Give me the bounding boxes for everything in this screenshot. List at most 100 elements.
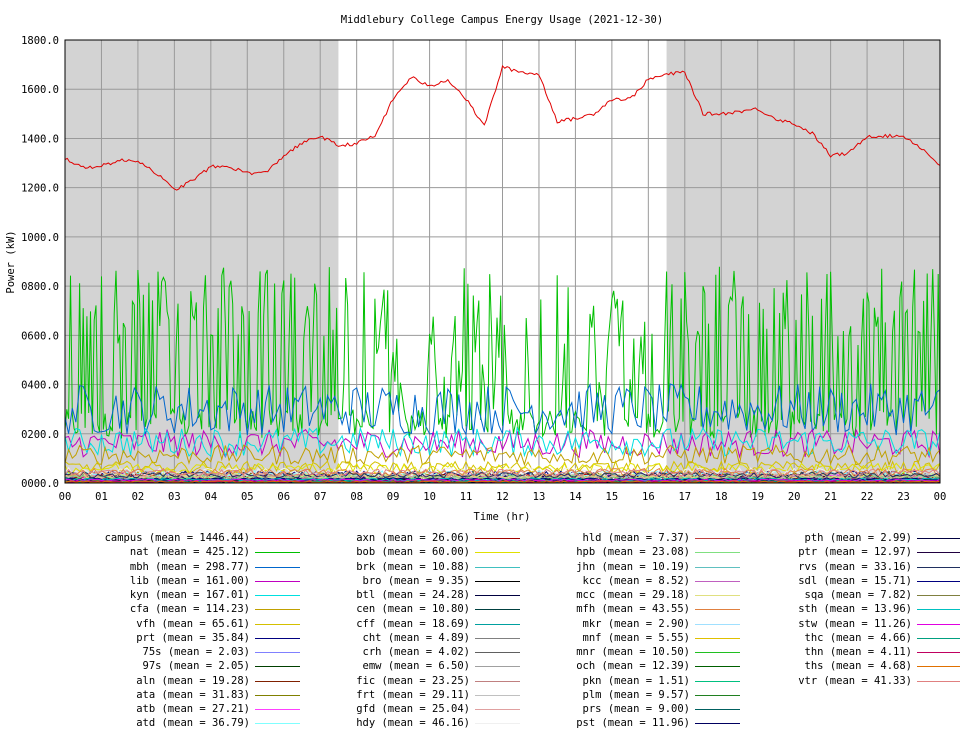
x-tick-label: 06: [277, 491, 290, 503]
legend-item-och: och (mean = 12.39): [500, 659, 740, 673]
y-tick-label: 0000.0: [21, 478, 59, 490]
legend-label: lib (mean = 161.00): [129, 574, 250, 587]
x-tick-label: 02: [132, 491, 145, 503]
legend-item-kyn: kyn (mean = 167.01): [60, 588, 300, 602]
legend-item-97s: 97s (mean = 2.05): [60, 659, 300, 673]
x-tick-label: 20: [788, 491, 801, 503]
legend-item-pth: pth (mean = 2.99): [722, 531, 960, 545]
legend-label: ata (mean = 31.83): [136, 688, 250, 701]
legend-swatch: [475, 580, 520, 582]
legend-swatch: [255, 666, 300, 668]
y-tick-label: 1000.0: [21, 232, 59, 244]
legend-item-bob: bob (mean = 60.00): [280, 545, 520, 559]
series-line-vtr: [64, 468, 941, 478]
legend-label: vfh (mean = 65.61): [136, 617, 250, 630]
legend-label: rvs (mean = 33.16): [798, 560, 912, 573]
x-tick-label: 00: [59, 491, 72, 503]
legend-swatch: [695, 709, 740, 710]
x-tick-label: 09: [387, 491, 400, 503]
legend-item-stw: stw (mean = 11.26): [722, 617, 960, 631]
legend-item-mkr: mkr (mean = 2.90): [500, 617, 740, 631]
legend-item-kcc: kcc (mean = 8.52): [500, 574, 740, 588]
legend-item-pst: pst (mean = 11.96): [500, 716, 740, 730]
legend-swatch: [695, 538, 740, 539]
legend-label: stw (mean = 11.26): [798, 617, 912, 630]
legend-swatch: [917, 652, 960, 653]
y-axis-label: Power (kW): [5, 230, 17, 293]
legend-label: frt (mean = 29.11): [356, 688, 470, 701]
legend-item-brk: brk (mean = 10.88): [280, 560, 520, 574]
series-line-ths: [64, 480, 941, 484]
x-axis-label: Time (hr): [474, 511, 531, 523]
legend-swatch: [917, 580, 960, 582]
legend-item-plm: plm (mean = 9.57): [500, 688, 740, 702]
legend-label: brk (mean = 10.88): [356, 560, 470, 573]
legend-item-hld: hld (mean = 7.37): [500, 531, 740, 545]
legend-swatch: [255, 694, 300, 696]
legend-swatch: [255, 652, 300, 653]
y-tick-label: 0800.0: [21, 281, 59, 293]
legend-label: nat (mean = 425.12): [129, 546, 250, 559]
legend-item-nat: nat (mean = 425.12): [60, 545, 300, 559]
plot-frame: [64, 39, 941, 484]
x-tick-label: 03: [168, 491, 181, 503]
legend-label: fic (mean = 23.25): [356, 674, 470, 687]
y-tick-label: 1600.0: [21, 84, 59, 96]
legend-label: hld (mean = 7.37): [582, 532, 690, 544]
legend-swatch: [475, 595, 520, 596]
x-tick-label: 11: [460, 491, 473, 503]
legend-item-jhn: jhn (mean = 10.19): [500, 560, 740, 574]
legend-item-cen: cen (mean = 10.80): [280, 602, 520, 616]
legend-swatch: [475, 609, 520, 611]
legend-label: atd (mean = 36.79): [136, 717, 250, 730]
y-tick-label: 0600.0: [21, 330, 59, 342]
legend-item-atb: atb (mean = 27.21): [60, 702, 300, 716]
legend-swatch: [695, 723, 740, 725]
legend-label: sqa (mean = 7.82): [804, 589, 912, 601]
y-tick-label: 1800.0: [21, 35, 59, 47]
legend-item-ths: ths (mean = 4.68): [722, 659, 960, 673]
legend-item-ata: ata (mean = 31.83): [60, 688, 300, 702]
legend-swatch: [917, 538, 960, 539]
legend-label: prs (mean = 9.00): [582, 703, 690, 715]
legend-swatch: [255, 637, 300, 639]
legend-swatch: [695, 694, 740, 696]
legend-label: prt (mean = 35.84): [136, 631, 250, 644]
x-tick-label: 04: [205, 491, 218, 503]
legend-swatch: [475, 666, 520, 668]
legend-label: pth (mean = 2.99): [804, 532, 912, 544]
x-tick-label: 13: [533, 491, 546, 503]
legend-label: ths (mean = 4.68): [804, 660, 912, 673]
legend-item-vfh: vfh (mean = 65.61): [60, 617, 300, 631]
chart-title: Middlebury College Campus Energy Usage (…: [341, 14, 663, 26]
legend-item-sqa: sqa (mean = 7.82): [722, 588, 960, 602]
legend-label: thc (mean = 4.66): [804, 631, 912, 644]
legend-label: mkr (mean = 2.90): [582, 617, 690, 630]
legend-item-vtr: vtr (mean = 41.33): [722, 674, 960, 688]
legend-swatch: [917, 552, 960, 554]
x-tick-label: 05: [241, 491, 254, 503]
legend-swatch: [255, 552, 300, 554]
legend-item-fic: fic (mean = 23.25): [280, 674, 520, 688]
y-tick-label: 1400.0: [21, 133, 59, 145]
axis-ticks: 00 01 02 03 04 05 06 07 08 09 10 11 12 13 14 15 16 17 18 19…: [21, 35, 946, 503]
legend-swatch: [695, 652, 740, 653]
legend-label: jhn (mean = 10.19): [576, 560, 690, 573]
legend-label: kyn (mean = 167.01): [129, 589, 250, 601]
y-tick-label: 1200.0: [21, 183, 59, 195]
legend-label: mcc (mean = 29.18): [576, 589, 690, 601]
legend-item-thn: thn (mean = 4.11): [722, 645, 960, 659]
legend-swatch: [255, 595, 300, 596]
legend-label: ptr (mean = 12.97): [798, 546, 912, 559]
legend-item-cff: cff (mean = 18.69): [280, 617, 520, 631]
legend-label: aln (mean = 19.28): [136, 674, 250, 687]
legend-label: mnf (mean = 5.55): [582, 631, 690, 644]
legend-item-mcc: mcc (mean = 29.18): [500, 588, 740, 602]
legend-item-frt: frt (mean = 29.11): [280, 688, 520, 702]
legend-swatch: [255, 538, 300, 539]
legend-swatch: [255, 566, 300, 568]
series-line-mbh: [64, 382, 941, 437]
x-tick-label: 00: [934, 491, 947, 503]
x-tick-label: 17: [678, 491, 691, 503]
legend-label: crh (mean = 4.02): [362, 646, 470, 658]
